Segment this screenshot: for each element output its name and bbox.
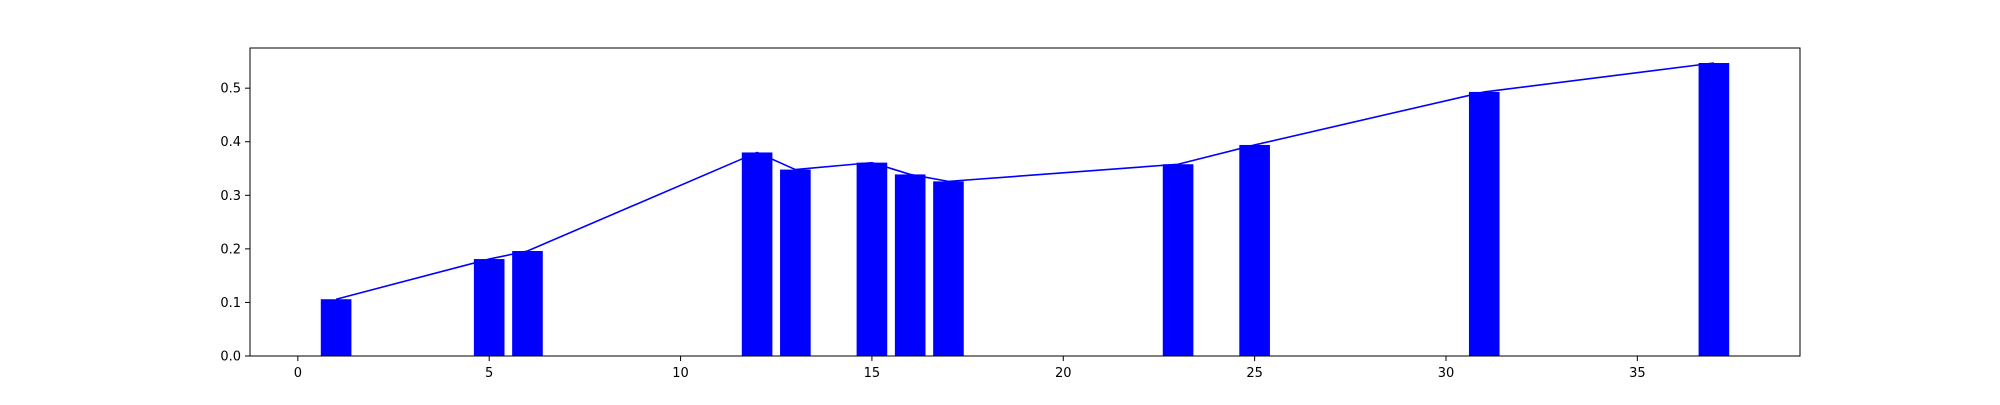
bar [512, 251, 543, 356]
x-tick-label: 10 [672, 366, 689, 381]
x-tick-label: 25 [1246, 366, 1263, 381]
bar [1162, 164, 1194, 356]
x-tick-label: 35 [1629, 366, 1646, 381]
x-tick-label: 0 [294, 366, 302, 381]
bar [1239, 144, 1270, 356]
x-tick-label: 20 [1055, 366, 1072, 381]
series-line [335, 62, 1714, 300]
bar [741, 152, 773, 356]
ticks-layer: 0 5 10 15 20 25 30 35 0.0 0.1 0.2 0.3 0.4 0.5 [220, 82, 1645, 381]
x-tick-label: 5 [485, 366, 493, 381]
bar [894, 174, 926, 356]
x-tick-label: 15 [864, 366, 881, 381]
y-tick-label: 0.0 [220, 350, 241, 365]
plot-frame [249, 47, 1801, 357]
bar [320, 299, 352, 356]
y-tick-label: 0.2 [220, 242, 241, 257]
bar [1468, 91, 1500, 357]
bars-layer [320, 62, 1730, 357]
y-tick-label: 0.5 [220, 82, 241, 97]
bar [933, 181, 964, 356]
bar [780, 169, 811, 356]
y-tick-label: 0.4 [220, 135, 241, 150]
y-tick-label: 0.3 [220, 189, 241, 204]
y-tick-label: 0.1 [220, 296, 241, 311]
axes-layer [249, 47, 1801, 357]
bar [473, 259, 505, 356]
bar [1698, 62, 1730, 356]
x-tick-label: 30 [1438, 366, 1455, 381]
bar [856, 162, 888, 356]
line-layer [335, 62, 1714, 300]
